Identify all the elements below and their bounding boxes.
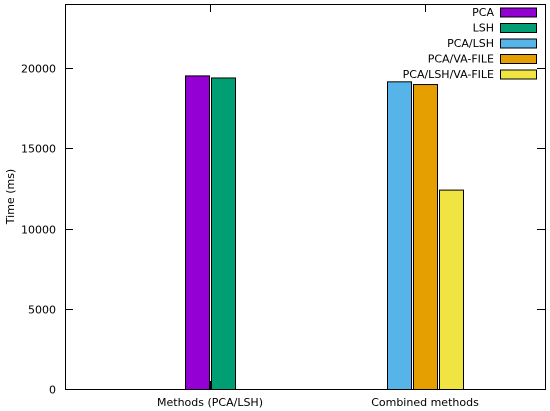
legend-label: PCA/VA-FILE bbox=[428, 53, 494, 66]
bars bbox=[185, 75, 464, 391]
y-axis: 0 5000 10000 15000 20000 bbox=[21, 63, 545, 397]
bar-pca-0 bbox=[185, 75, 210, 391]
bar-pca-lsh-1 bbox=[387, 81, 412, 390]
legend-swatch bbox=[500, 7, 537, 18]
legend-label: PCA/LSH/VA-FILE bbox=[403, 68, 494, 81]
x-tick-label: Combined methods bbox=[371, 396, 479, 409]
y-tick-label: 10000 bbox=[21, 224, 56, 237]
bar-lsh-0 bbox=[211, 77, 236, 391]
x-tick-label: Methods (PCA/LSH) bbox=[157, 396, 263, 409]
y-axis-label: Time (ms) bbox=[4, 169, 17, 225]
legend-label: LSH bbox=[473, 22, 494, 35]
bar-pca-lsh-va-file-1 bbox=[439, 189, 464, 390]
legend-swatch bbox=[500, 38, 537, 49]
legend-swatch bbox=[500, 23, 537, 33]
legend-label: PCA/LSH bbox=[447, 37, 494, 50]
legend: PCA LSH PCA/LSH PCA/VA-FILE PCA/LSH/VA-FILE bbox=[403, 6, 537, 81]
legend-swatch bbox=[500, 69, 537, 80]
legend-label: PCA bbox=[472, 6, 494, 19]
bar-pca-va-file-1 bbox=[413, 84, 438, 391]
y-tick-label: 5000 bbox=[28, 304, 56, 317]
plot-frame bbox=[65, 4, 546, 390]
legend-swatch bbox=[500, 54, 537, 64]
y-tick-label: 15000 bbox=[21, 143, 56, 156]
x-axis: Methods (PCA/LSH) Combined methods bbox=[157, 4, 479, 409]
y-tick-label: 0 bbox=[49, 384, 56, 397]
y-tick-label: 20000 bbox=[21, 63, 56, 76]
